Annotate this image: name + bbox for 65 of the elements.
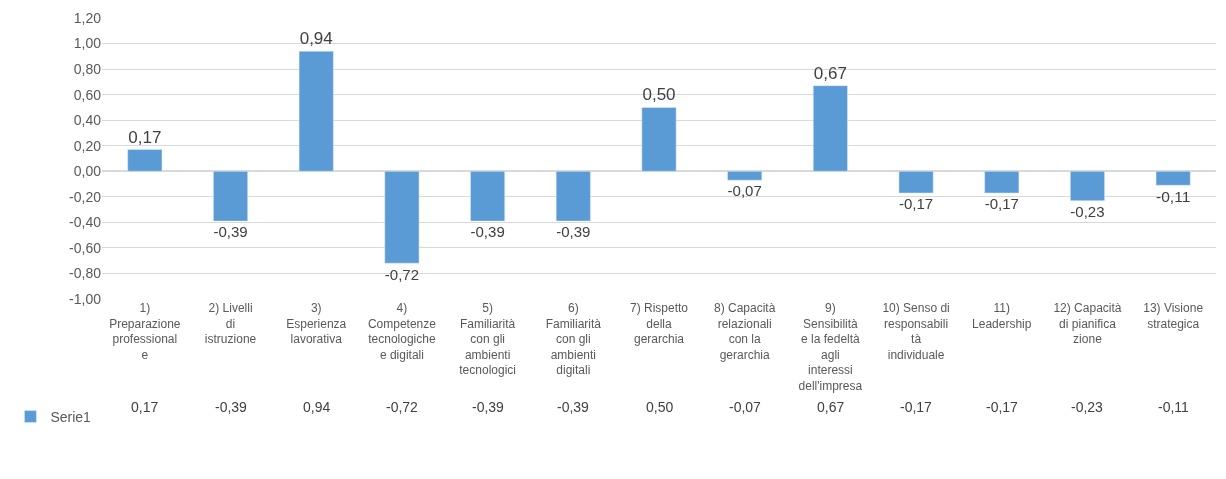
bar xyxy=(213,171,248,222)
bar xyxy=(641,107,677,172)
y-tick-label: -0,20 xyxy=(69,188,102,205)
y-tick-label: -0,60 xyxy=(69,239,102,256)
text: -0,17 xyxy=(898,195,934,213)
x-tick-label: 13) Visione strategica xyxy=(1143,301,1204,331)
y-tick-label: 1,00 xyxy=(73,35,102,52)
text: -0,39 xyxy=(213,223,248,241)
data-label: -0,17 xyxy=(900,399,933,415)
text: -0,39 xyxy=(556,223,591,241)
text: -0,17 xyxy=(984,195,1019,213)
y-tick-label: 0,20 xyxy=(73,137,102,154)
text: -0,11 xyxy=(1156,188,1191,206)
y-tick-label: 1,20 xyxy=(73,9,102,26)
text: 0,50 xyxy=(642,85,676,105)
data-label: -0,07 xyxy=(729,399,762,415)
y-tick-label: 0,40 xyxy=(73,112,102,129)
bar xyxy=(984,171,1020,194)
text: 0,17 xyxy=(128,127,162,147)
x-tick-label: 10) Senso di responsabilità individuale xyxy=(882,301,950,362)
data-label: -0,39 xyxy=(557,399,590,415)
text: -0,07 xyxy=(727,182,762,200)
bar xyxy=(470,171,505,222)
x-tick-label: 3) Esperienza lavorativa xyxy=(286,301,347,347)
data-label: -0,11 xyxy=(1158,399,1190,415)
data-label: 0,67 xyxy=(817,399,845,415)
x-tick-label: 9) Sensibilità e la fedeltà agli interessi dell'impresa xyxy=(798,301,863,393)
x-tick-label: 11) Leadership xyxy=(972,301,1032,331)
x-tick-label: 5) Familiarità con gli ambienti tecnologici xyxy=(459,301,516,378)
y-tick-label: -0,80 xyxy=(69,265,102,282)
legend-label: Serie1 xyxy=(50,409,92,426)
text: 0,67 xyxy=(813,63,847,83)
text: -0,39 xyxy=(470,223,505,241)
data-label: 0,17 xyxy=(131,399,159,415)
data-label: -0,23 xyxy=(1071,399,1104,415)
data-label: -0,39 xyxy=(215,399,248,415)
x-tick-label: 12) Capacità di pianificazione xyxy=(1053,301,1122,347)
x-tick-label: 6) Familiarità con gli ambienti digitali xyxy=(545,301,602,378)
bar xyxy=(727,171,763,181)
x-tick-label: 8) Capacità relazionali con la gerarchia xyxy=(714,301,776,362)
bar xyxy=(813,85,848,172)
bar xyxy=(298,50,334,172)
bar xyxy=(127,149,163,172)
x-tick-label: 7) Rispetto della gerarchia xyxy=(629,301,689,347)
text: -0,23 xyxy=(1070,202,1105,220)
y-tick-label: -0,40 xyxy=(69,214,102,231)
data-label: -0,39 xyxy=(472,399,505,415)
data-label: -0,17 xyxy=(986,399,1019,415)
x-tick-label: 2) Livelli di istruzione xyxy=(204,301,257,347)
data-label: -0,72 xyxy=(386,399,419,415)
text: 0,94 xyxy=(299,29,333,49)
bar xyxy=(1155,171,1191,186)
y-tick-label: 0,80 xyxy=(73,60,102,77)
y-tick-label: 0,60 xyxy=(73,86,102,103)
x-tick-label: 4) Competenze tecnologiche e digitali xyxy=(367,301,437,362)
data-label: 0,50 xyxy=(646,399,674,415)
y-tick-label: 0,00 xyxy=(73,163,102,180)
text: -0,72 xyxy=(384,265,420,283)
data-label: 0,94 xyxy=(303,399,331,415)
bar xyxy=(555,171,591,222)
bar xyxy=(898,171,934,194)
bar xyxy=(384,171,420,264)
x-tick-label: 1) Preparazione professionale xyxy=(109,301,181,362)
y-tick-label: -1,00 xyxy=(69,290,102,307)
bar xyxy=(1070,171,1105,201)
